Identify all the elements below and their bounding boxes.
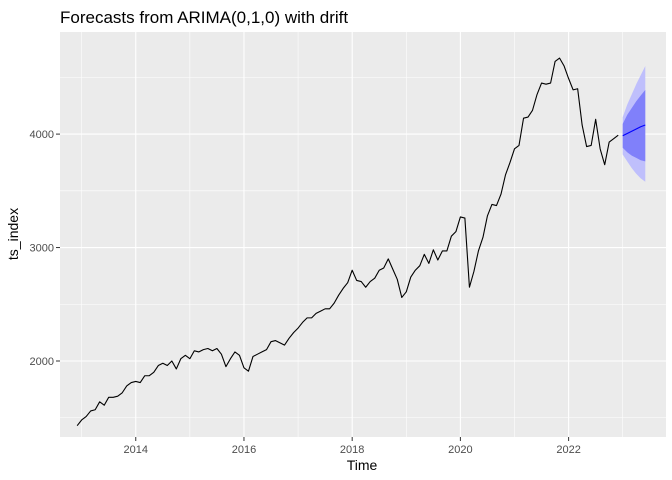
- x-axis-ticks: 2014 2016 2018 2020 2022: [124, 437, 581, 456]
- y-tick-label: 4000: [30, 129, 54, 141]
- minor-gridlines: [60, 32, 666, 437]
- y-axis-ticks: 2000 3000 4000: [30, 129, 60, 368]
- forecast-mean-line: [622, 124, 646, 137]
- y-tick-label: 2000: [30, 356, 54, 368]
- x-tick-label: 2018: [340, 444, 364, 456]
- major-gridlines: [60, 32, 666, 437]
- plot-panel: [60, 32, 666, 437]
- prediction-intervals: [622, 66, 646, 182]
- x-axis-label: Time: [347, 457, 378, 473]
- x-tick-label: 2014: [124, 444, 148, 456]
- observed-series-line: [76, 57, 619, 426]
- x-tick-label: 2016: [232, 444, 256, 456]
- x-tick-label: 2020: [448, 444, 472, 456]
- prediction-band-80: [622, 89, 646, 162]
- chart-title: Forecasts from ARIMA(0,1,0) with drift: [60, 8, 348, 27]
- x-tick-label: 2022: [556, 444, 580, 456]
- y-axis-label: ts_index: [5, 208, 21, 260]
- series-lines: [76, 57, 646, 426]
- y-tick-label: 3000: [30, 243, 54, 255]
